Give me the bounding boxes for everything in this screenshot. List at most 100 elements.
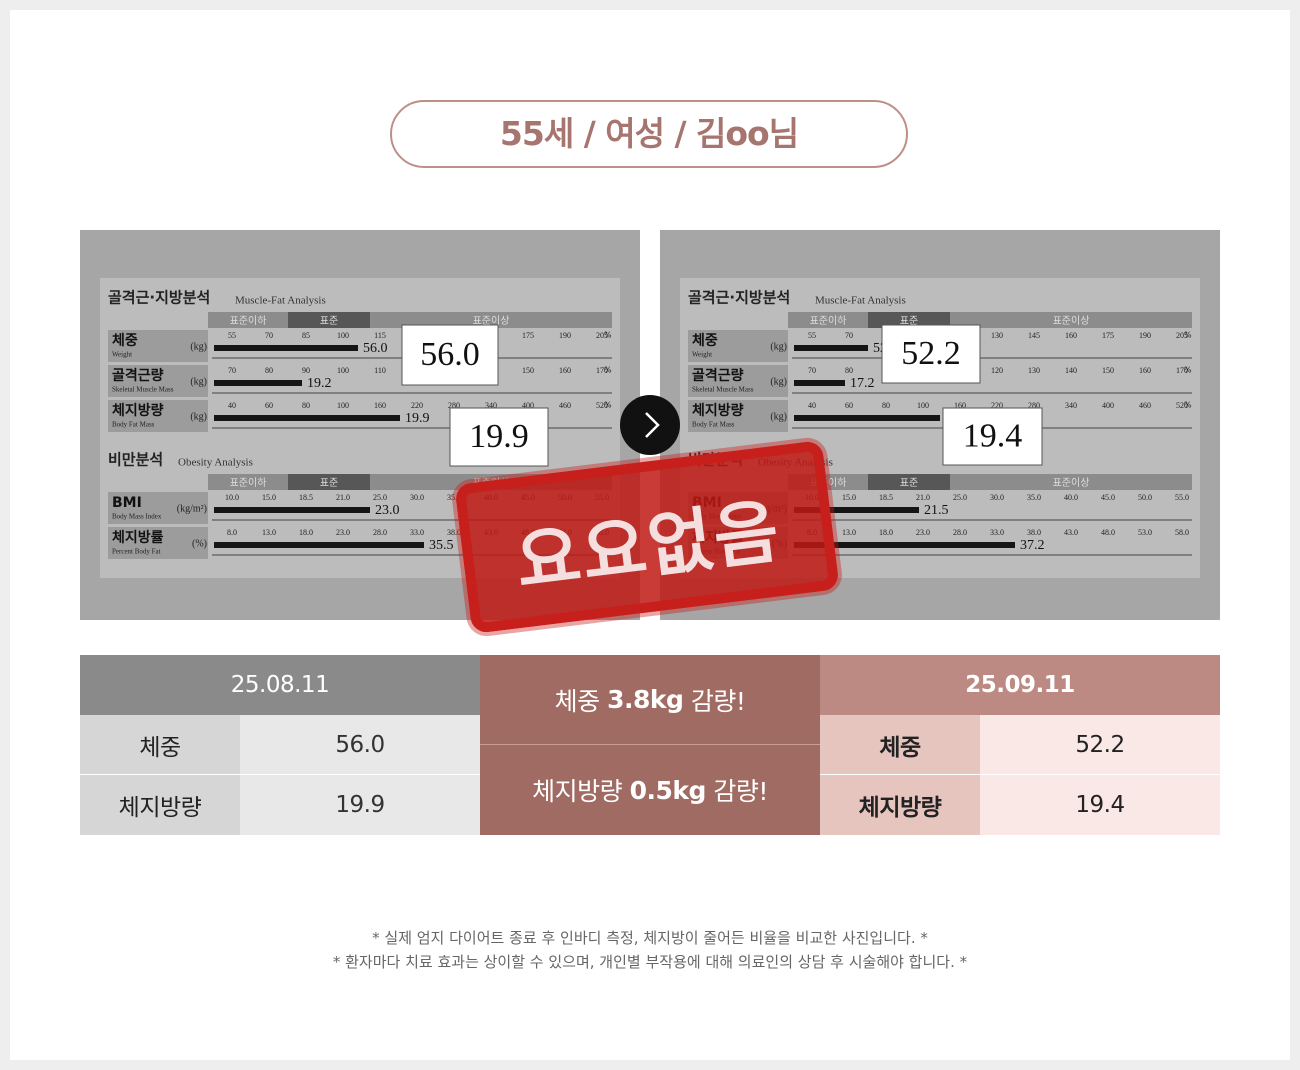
scale-number: 170	[1176, 366, 1188, 375]
section-title-en: Muscle-Fat Analysis	[235, 295, 326, 307]
row-unit: (kg)	[770, 411, 787, 422]
row-label-box	[108, 330, 208, 362]
scale-number: 160	[374, 401, 386, 410]
row-label-en: Weight	[692, 351, 712, 359]
scale-number: 18.0	[879, 528, 893, 537]
scale-number: 120	[991, 366, 1003, 375]
row-unit: (kg)	[770, 341, 787, 352]
scale-number: 28.0	[373, 528, 387, 537]
result-value: 56.0	[363, 341, 388, 356]
band-label: 표준이상	[1053, 477, 1090, 489]
row-label-en: Percent Body Fat	[112, 548, 161, 556]
scale-percent: %	[1184, 401, 1192, 410]
result-value: 37.2	[1020, 538, 1045, 553]
row-label: 체지방률	[112, 529, 164, 546]
zoom-value: 56.0	[420, 336, 480, 373]
row-unit: (kg)	[770, 376, 787, 387]
scale-number: 43.0	[1064, 528, 1078, 537]
scale-number: 13.0	[262, 528, 276, 537]
result-value: 17.2	[850, 376, 875, 391]
row-unit: (%)	[192, 538, 207, 549]
scale-number: 100	[337, 331, 349, 340]
result-value: 35.5	[429, 538, 454, 553]
row-label: 체지방량	[112, 402, 164, 419]
patient-badge: 55세 / 여성 / 김oo님	[390, 100, 908, 168]
change-text: 체지방량 0.5kg 감량!	[480, 745, 820, 835]
scale-number: 15.0	[262, 493, 276, 502]
section-title: 골격근·지방분석	[688, 289, 790, 307]
next-arrow	[620, 395, 680, 455]
scale-number: 13.0	[842, 528, 856, 537]
row-unit: (kg)	[190, 411, 207, 422]
band-label: 표준이하	[810, 314, 847, 327]
row-label-box	[688, 365, 788, 397]
band-standard	[868, 312, 950, 328]
scale-number: 18.5	[299, 493, 313, 502]
change-amount: 0.5kg	[629, 775, 707, 805]
result-value: 23.0	[375, 503, 400, 518]
row-label: 골격근량	[692, 367, 744, 384]
scale-number: 160	[559, 366, 571, 375]
scale-number: 30.0	[410, 493, 424, 502]
scale-number: 220	[991, 401, 1003, 410]
scale-percent: %	[604, 401, 612, 410]
scale-number: 60	[265, 401, 273, 410]
scale-number: 53.0	[1138, 528, 1152, 537]
zoom-value: 19.9	[469, 418, 529, 455]
scale-number: 35.0	[447, 493, 461, 502]
scale-number: 80	[882, 401, 890, 410]
row-label-en: Body Mass Index	[112, 513, 162, 521]
scale-number: 55	[228, 331, 236, 340]
scale-number: 140	[1065, 366, 1077, 375]
scale-number: 40.0	[1064, 493, 1078, 502]
scale-number: 70	[808, 366, 816, 375]
row-label-box	[108, 492, 208, 524]
scale-number: 115	[374, 331, 386, 340]
row-label-box	[688, 330, 788, 362]
scale-number: 460	[1139, 401, 1151, 410]
row-label-en: Skeletal Muscle Mass	[112, 386, 174, 394]
scale-number: 90	[302, 366, 310, 375]
scale-number: 150	[1102, 366, 1114, 375]
row-label-box	[688, 400, 788, 432]
scale-number: 340	[485, 401, 497, 410]
scale-number: 205	[596, 331, 608, 340]
row-label-box	[108, 527, 208, 559]
result-bar	[794, 345, 868, 351]
scale-number: 38.0	[1027, 528, 1041, 537]
scale-number: 80	[302, 401, 310, 410]
scale-number: 8.0	[227, 528, 237, 537]
band-header	[788, 312, 1192, 328]
scale-number: 15.0	[842, 493, 856, 502]
scale-number: 10.0	[225, 493, 239, 502]
after-label: 체중	[820, 715, 980, 775]
row-unit: (kg)	[190, 376, 207, 387]
scale-number: 150	[522, 366, 534, 375]
scale-number: 18.0	[299, 528, 313, 537]
band-label: 표준이하	[230, 476, 267, 489]
scale-number: 205	[1176, 331, 1188, 340]
row-label-en: Body Fat Mass	[692, 421, 735, 429]
scale-number: 80	[845, 366, 853, 375]
scale-number: 400	[1102, 401, 1114, 410]
result-bar	[794, 542, 1015, 548]
scale-number: 130	[991, 331, 1003, 340]
scale-number: 40	[228, 401, 236, 410]
scale-number: 25.0	[373, 493, 387, 502]
scale-number: 38.0	[447, 528, 461, 537]
scale-number: 190	[559, 331, 571, 340]
band-header	[788, 474, 1192, 490]
before-label: 체지방량	[80, 775, 240, 835]
after-label: 체지방량	[820, 775, 980, 835]
scale-number: 100	[337, 401, 349, 410]
scale-number: 280	[1028, 401, 1040, 410]
band-label: 표준	[900, 315, 918, 327]
scale-percent: %	[604, 366, 612, 375]
scale-number: 160	[1139, 366, 1151, 375]
zoom-value: 52.2	[901, 335, 961, 372]
section-title: 비만분석	[108, 451, 163, 469]
scale-percent: %	[1184, 331, 1192, 340]
scale-number: 70	[228, 366, 236, 375]
result-bar	[794, 380, 845, 386]
scale-number: 160	[954, 401, 966, 410]
